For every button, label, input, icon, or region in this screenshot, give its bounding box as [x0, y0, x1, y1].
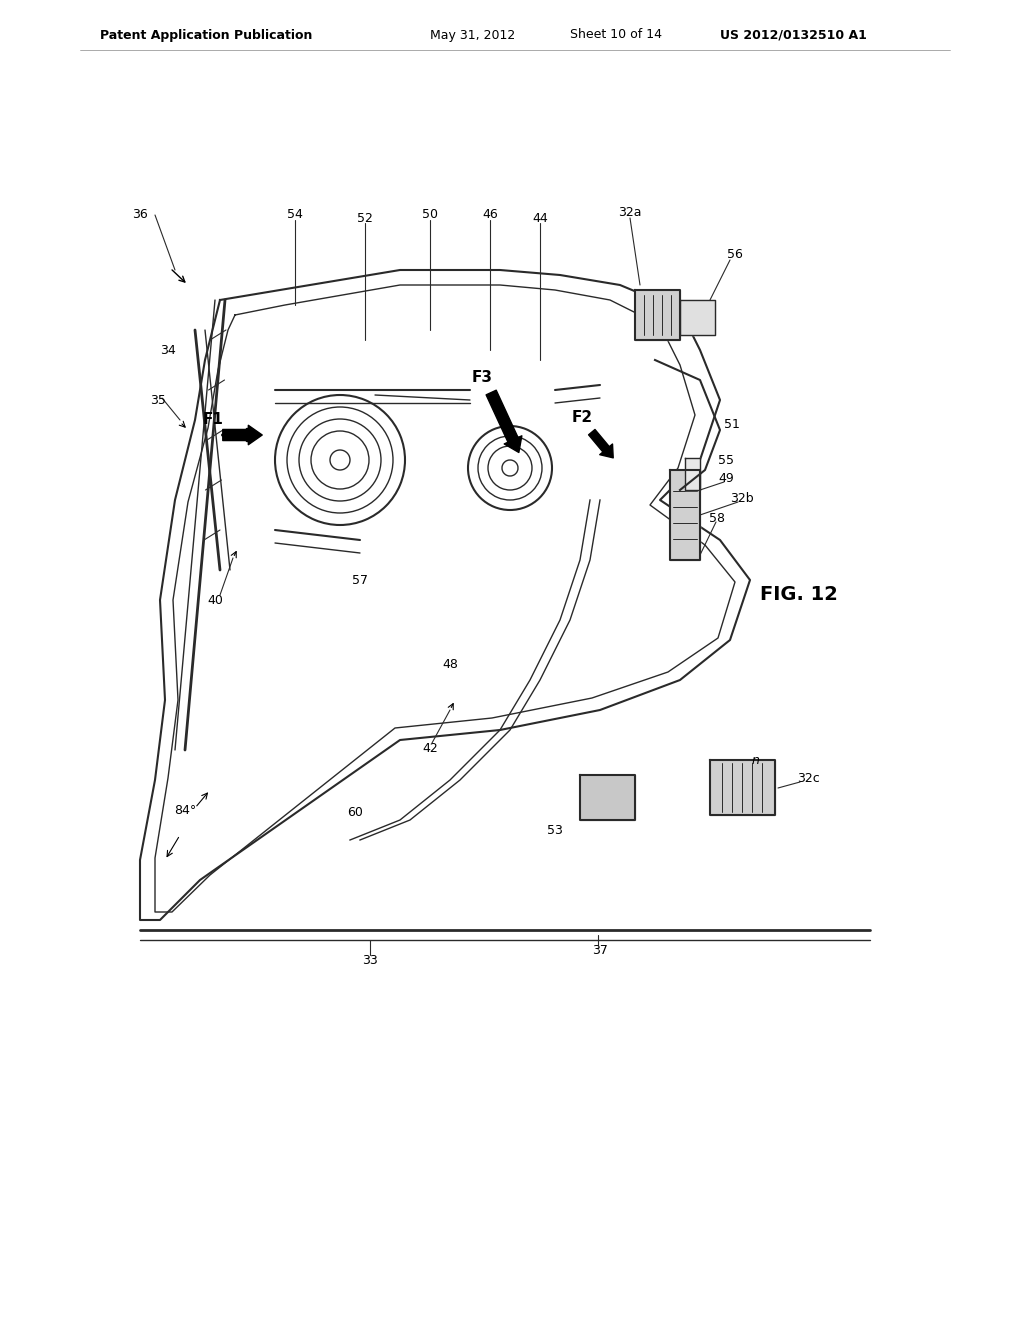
Polygon shape	[685, 458, 700, 490]
Text: 42: 42	[422, 742, 438, 755]
Text: 32a: 32a	[618, 206, 642, 219]
Text: F2: F2	[571, 411, 593, 425]
Text: F1: F1	[203, 412, 223, 428]
Text: US 2012/0132510 A1: US 2012/0132510 A1	[720, 29, 867, 41]
FancyArrowPatch shape	[486, 391, 522, 453]
Text: Patent Application Publication: Patent Application Publication	[100, 29, 312, 41]
Polygon shape	[680, 300, 715, 335]
Text: 51: 51	[724, 418, 740, 432]
Text: 46: 46	[482, 209, 498, 222]
Text: 32b: 32b	[730, 491, 754, 504]
Text: 50: 50	[422, 209, 438, 222]
Polygon shape	[710, 760, 775, 814]
Text: 53: 53	[547, 824, 563, 837]
Text: 33: 33	[362, 953, 378, 966]
Text: 32c: 32c	[797, 771, 819, 784]
Polygon shape	[580, 775, 635, 820]
Text: 49: 49	[718, 471, 734, 484]
Text: 56: 56	[727, 248, 743, 261]
Text: 48: 48	[442, 659, 458, 672]
Text: 54: 54	[287, 209, 303, 222]
FancyArrowPatch shape	[589, 429, 613, 458]
Polygon shape	[635, 290, 680, 341]
Text: 36: 36	[132, 209, 147, 222]
Text: FIG. 12: FIG. 12	[760, 586, 838, 605]
Text: F3: F3	[471, 371, 493, 385]
Text: 35: 35	[151, 393, 166, 407]
Text: n: n	[751, 754, 759, 767]
Text: 52: 52	[357, 211, 373, 224]
Text: May 31, 2012: May 31, 2012	[430, 29, 515, 41]
Text: 84°: 84°	[174, 804, 197, 817]
Text: 58: 58	[709, 511, 725, 524]
FancyArrowPatch shape	[223, 425, 262, 445]
Text: 55: 55	[718, 454, 734, 466]
Text: 57: 57	[352, 573, 368, 586]
Text: Sheet 10 of 14: Sheet 10 of 14	[570, 29, 662, 41]
Text: 34: 34	[160, 343, 176, 356]
Polygon shape	[670, 470, 700, 560]
Text: 60: 60	[347, 805, 362, 818]
Text: 37: 37	[592, 944, 608, 957]
Text: 44: 44	[532, 211, 548, 224]
Text: 40: 40	[207, 594, 223, 606]
